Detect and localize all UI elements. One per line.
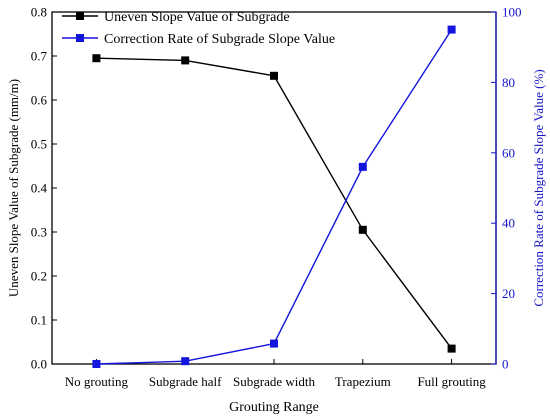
right-y-tick-label: 60 — [502, 145, 515, 160]
series-line-0 — [96, 57, 453, 350]
legend-marker — [76, 12, 84, 20]
data-point-1 — [447, 25, 456, 34]
series-layer — [92, 25, 456, 368]
data-point-1 — [358, 162, 367, 171]
left-y-tick-label: 0.0 — [31, 357, 47, 372]
left-y-tick-label: 0.4 — [31, 181, 48, 196]
legend-label: Uneven Slope Value of Subgrade — [104, 10, 290, 25]
left-y-tick-label: 0.3 — [31, 225, 47, 240]
x-tick-label: Subgrade width — [233, 374, 315, 389]
right-y-tick-label: 20 — [502, 286, 515, 301]
x-axis: No grouting Subgrade half Subgrade width Tr… — [65, 359, 486, 389]
right-y-axis-label: Correction Rate of Subgrade Slope Value … — [531, 69, 546, 306]
left-y-tick-label: 0.2 — [31, 269, 47, 284]
right-y-tick-label: 100 — [502, 5, 522, 20]
x-tick-label: Subgrade half — [149, 374, 222, 389]
x-tick-label: Full grouting — [417, 374, 486, 389]
data-point-1 — [270, 339, 278, 348]
legend: Uneven Slope Value of Subgrade Correction… — [62, 10, 335, 47]
right-y-axis: 0 20 40 60 80 100 — [491, 5, 522, 372]
x-axis-label: Grouting Range — [229, 400, 319, 415]
data-point-0 — [181, 56, 190, 65]
left-y-axis-label: Uneven Slope Value of Subgrade (mm/m) — [6, 79, 21, 297]
data-point-0 — [358, 225, 367, 234]
left-y-tick-label: 0.5 — [31, 137, 47, 152]
left-y-tick-label: 0.7 — [31, 49, 48, 64]
data-point-0 — [92, 54, 101, 63]
left-y-tick-label: 0.1 — [31, 313, 47, 328]
right-y-tick-label: 40 — [502, 216, 515, 231]
legend-label: Correction Rate of Subgrade Slope Value — [104, 32, 335, 47]
data-point-1 — [92, 360, 101, 368]
data-point-0 — [447, 344, 456, 353]
left-y-tick-label: 0.8 — [31, 5, 47, 20]
data-point-1 — [181, 357, 190, 366]
left-y-axis: 0.0 0.1 0.2 0.3 0.4 0.5 0.6 0.7 0.8 — [31, 5, 57, 372]
right-y-tick-label: 80 — [502, 75, 515, 90]
legend-marker — [76, 34, 84, 42]
right-y-tick-label: 0 — [502, 357, 509, 372]
x-tick-label: Trapezium — [335, 374, 391, 389]
left-y-tick-label: 0.6 — [31, 93, 48, 108]
x-tick-label: No grouting — [65, 374, 129, 389]
data-point-0 — [270, 71, 278, 80]
